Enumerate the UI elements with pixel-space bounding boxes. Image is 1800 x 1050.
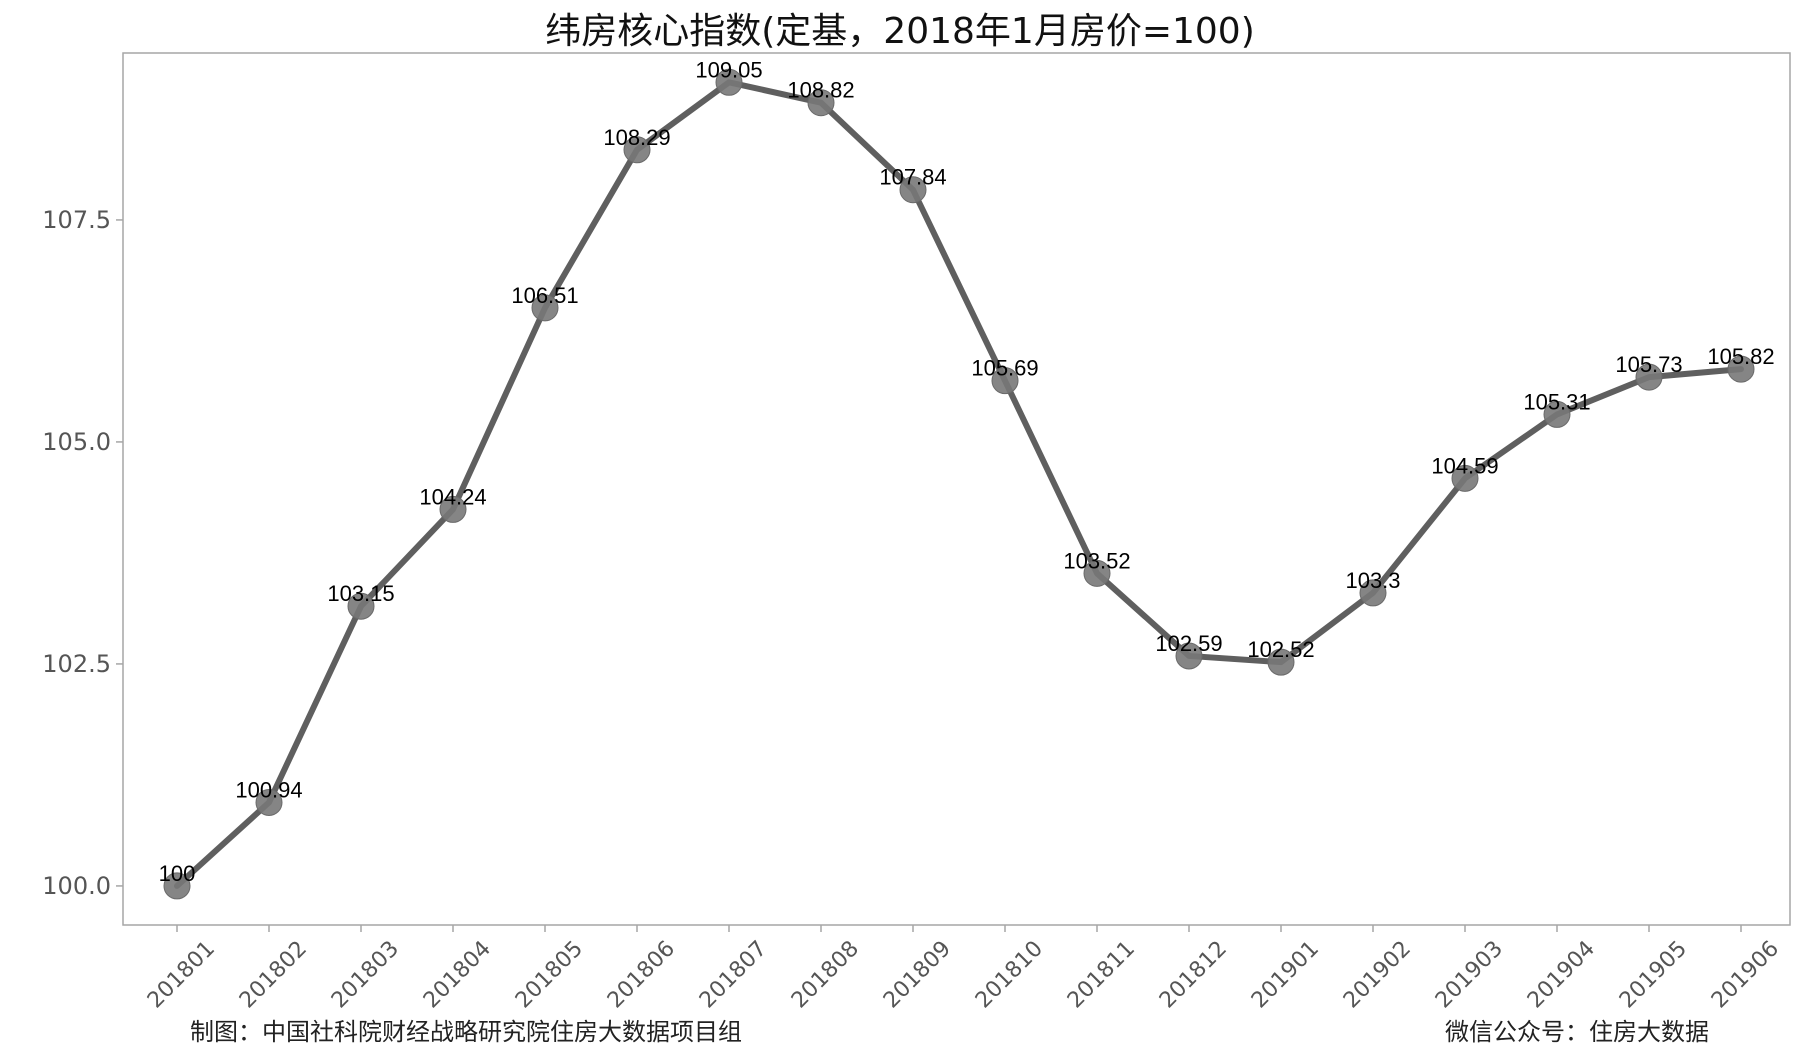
data-label: 102.59 [1155, 631, 1222, 656]
x-tick-label: 201812 [1155, 936, 1232, 1013]
series-line [174, 79, 1744, 889]
x-tick-label: 201808 [787, 936, 864, 1013]
y-tick-label: 102.5 [42, 650, 111, 678]
data-point [991, 367, 1019, 395]
data-label: 105.82 [1707, 344, 1774, 369]
data-label: 103.3 [1345, 568, 1400, 593]
data-point [1543, 400, 1571, 428]
data-point [531, 294, 559, 322]
data-point [1727, 355, 1755, 383]
data-label: 104.24 [419, 484, 486, 509]
x-tick-label: 201810 [971, 936, 1048, 1013]
data-point [255, 788, 283, 816]
data-label: 100.94 [235, 777, 302, 802]
data-labels: 100 100.94 103.15 104.24 106.51 108.29 109.05 1… [159, 57, 1775, 886]
data-label: 105.69 [971, 356, 1038, 381]
x-tick-label: 201807 [695, 936, 772, 1013]
data-point [439, 495, 467, 523]
x-tick-label: 201809 [879, 936, 956, 1013]
data-point [163, 872, 191, 900]
data-label: 106.51 [511, 283, 578, 308]
x-tick-label: 201903 [1431, 936, 1508, 1013]
data-label: 108.29 [603, 125, 670, 150]
data-label: 109.05 [695, 57, 762, 82]
data-label: 105.31 [1523, 389, 1590, 414]
y-tick-label: 105.0 [42, 428, 111, 456]
x-tick-label: 201802 [235, 936, 312, 1013]
y-tick-label: 107.5 [42, 206, 111, 234]
chart-title: 纬房核心指数(定基，2018年1月房价=100) [545, 11, 1255, 52]
data-label: 104.59 [1431, 453, 1498, 478]
plot-panel [122, 52, 1791, 926]
y-axis: 100.0 102.5 105.0 107.5 [42, 206, 123, 900]
data-point [899, 176, 927, 204]
x-tick-label: 201901 [1247, 936, 1324, 1013]
data-point [1083, 559, 1111, 587]
data-label: 108.82 [787, 78, 854, 103]
data-point [347, 592, 375, 620]
x-axis: 201801 201802 201803 201804 201805 201806 2018… [143, 925, 1784, 1013]
data-label: 103.15 [327, 581, 394, 606]
data-markers [163, 68, 1755, 900]
data-label: 102.52 [1247, 637, 1314, 662]
data-point [1635, 363, 1663, 391]
x-tick-label: 201806 [603, 936, 680, 1013]
data-label: 107.84 [879, 165, 946, 190]
wechat-account-credit: 微信公众号：住房大数据 [1445, 1018, 1709, 1046]
x-tick-label: 201905 [1615, 936, 1692, 1013]
data-point [1451, 464, 1479, 492]
x-tick-label: 201906 [1707, 936, 1784, 1013]
x-tick-label: 201805 [511, 936, 588, 1013]
data-point [807, 89, 835, 117]
data-label: 105.73 [1615, 352, 1682, 377]
data-point [623, 136, 651, 164]
data-label: 103.52 [1063, 548, 1130, 573]
data-label: 100 [159, 861, 196, 886]
data-point [715, 68, 743, 96]
y-tick-label: 100.0 [42, 872, 111, 900]
x-tick-label: 201811 [1063, 936, 1140, 1013]
x-tick-label: 201904 [1523, 936, 1600, 1013]
data-point [1175, 642, 1203, 670]
x-tick-label: 201801 [143, 936, 220, 1013]
x-tick-label: 201902 [1339, 936, 1416, 1013]
chart-credit: 制图：中国社科院财经战略研究院住房大数据项目组 [190, 1018, 742, 1046]
data-point [1267, 648, 1295, 676]
x-tick-label: 201804 [419, 936, 496, 1013]
data-point [1359, 579, 1387, 607]
x-tick-label: 201803 [327, 936, 404, 1013]
